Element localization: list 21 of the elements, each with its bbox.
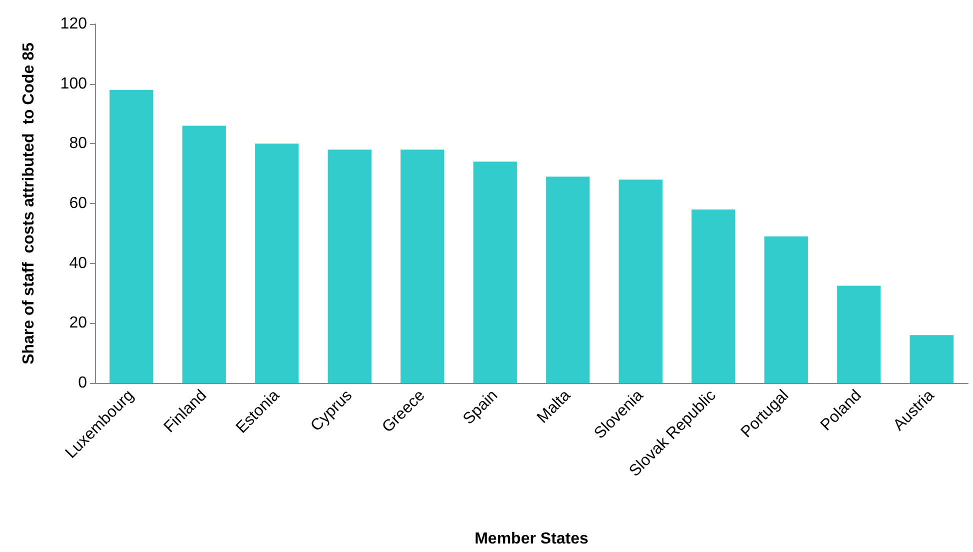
x-axis-title: Member States — [474, 530, 589, 548]
y-tick-label: 0 — [78, 374, 88, 392]
bar — [255, 144, 299, 383]
y-tick-label: 20 — [69, 314, 88, 332]
bar — [692, 209, 736, 383]
bar — [764, 236, 808, 383]
bar — [182, 126, 226, 383]
bar — [618, 180, 662, 383]
y-tick-label: 100 — [60, 75, 88, 92]
bar — [110, 90, 154, 383]
bar — [400, 150, 444, 383]
bar — [910, 335, 954, 383]
y-tick-label: 40 — [69, 254, 88, 272]
bar — [837, 286, 881, 383]
y-axis-title: Share of staff costs attributed to Code 85 — [20, 42, 38, 364]
y-tick-label: 120 — [60, 16, 88, 32]
bar — [546, 176, 590, 383]
bar — [473, 162, 517, 383]
y-tick-label: 80 — [69, 135, 88, 152]
bar — [328, 150, 372, 383]
y-tick-label: 60 — [69, 195, 88, 212]
